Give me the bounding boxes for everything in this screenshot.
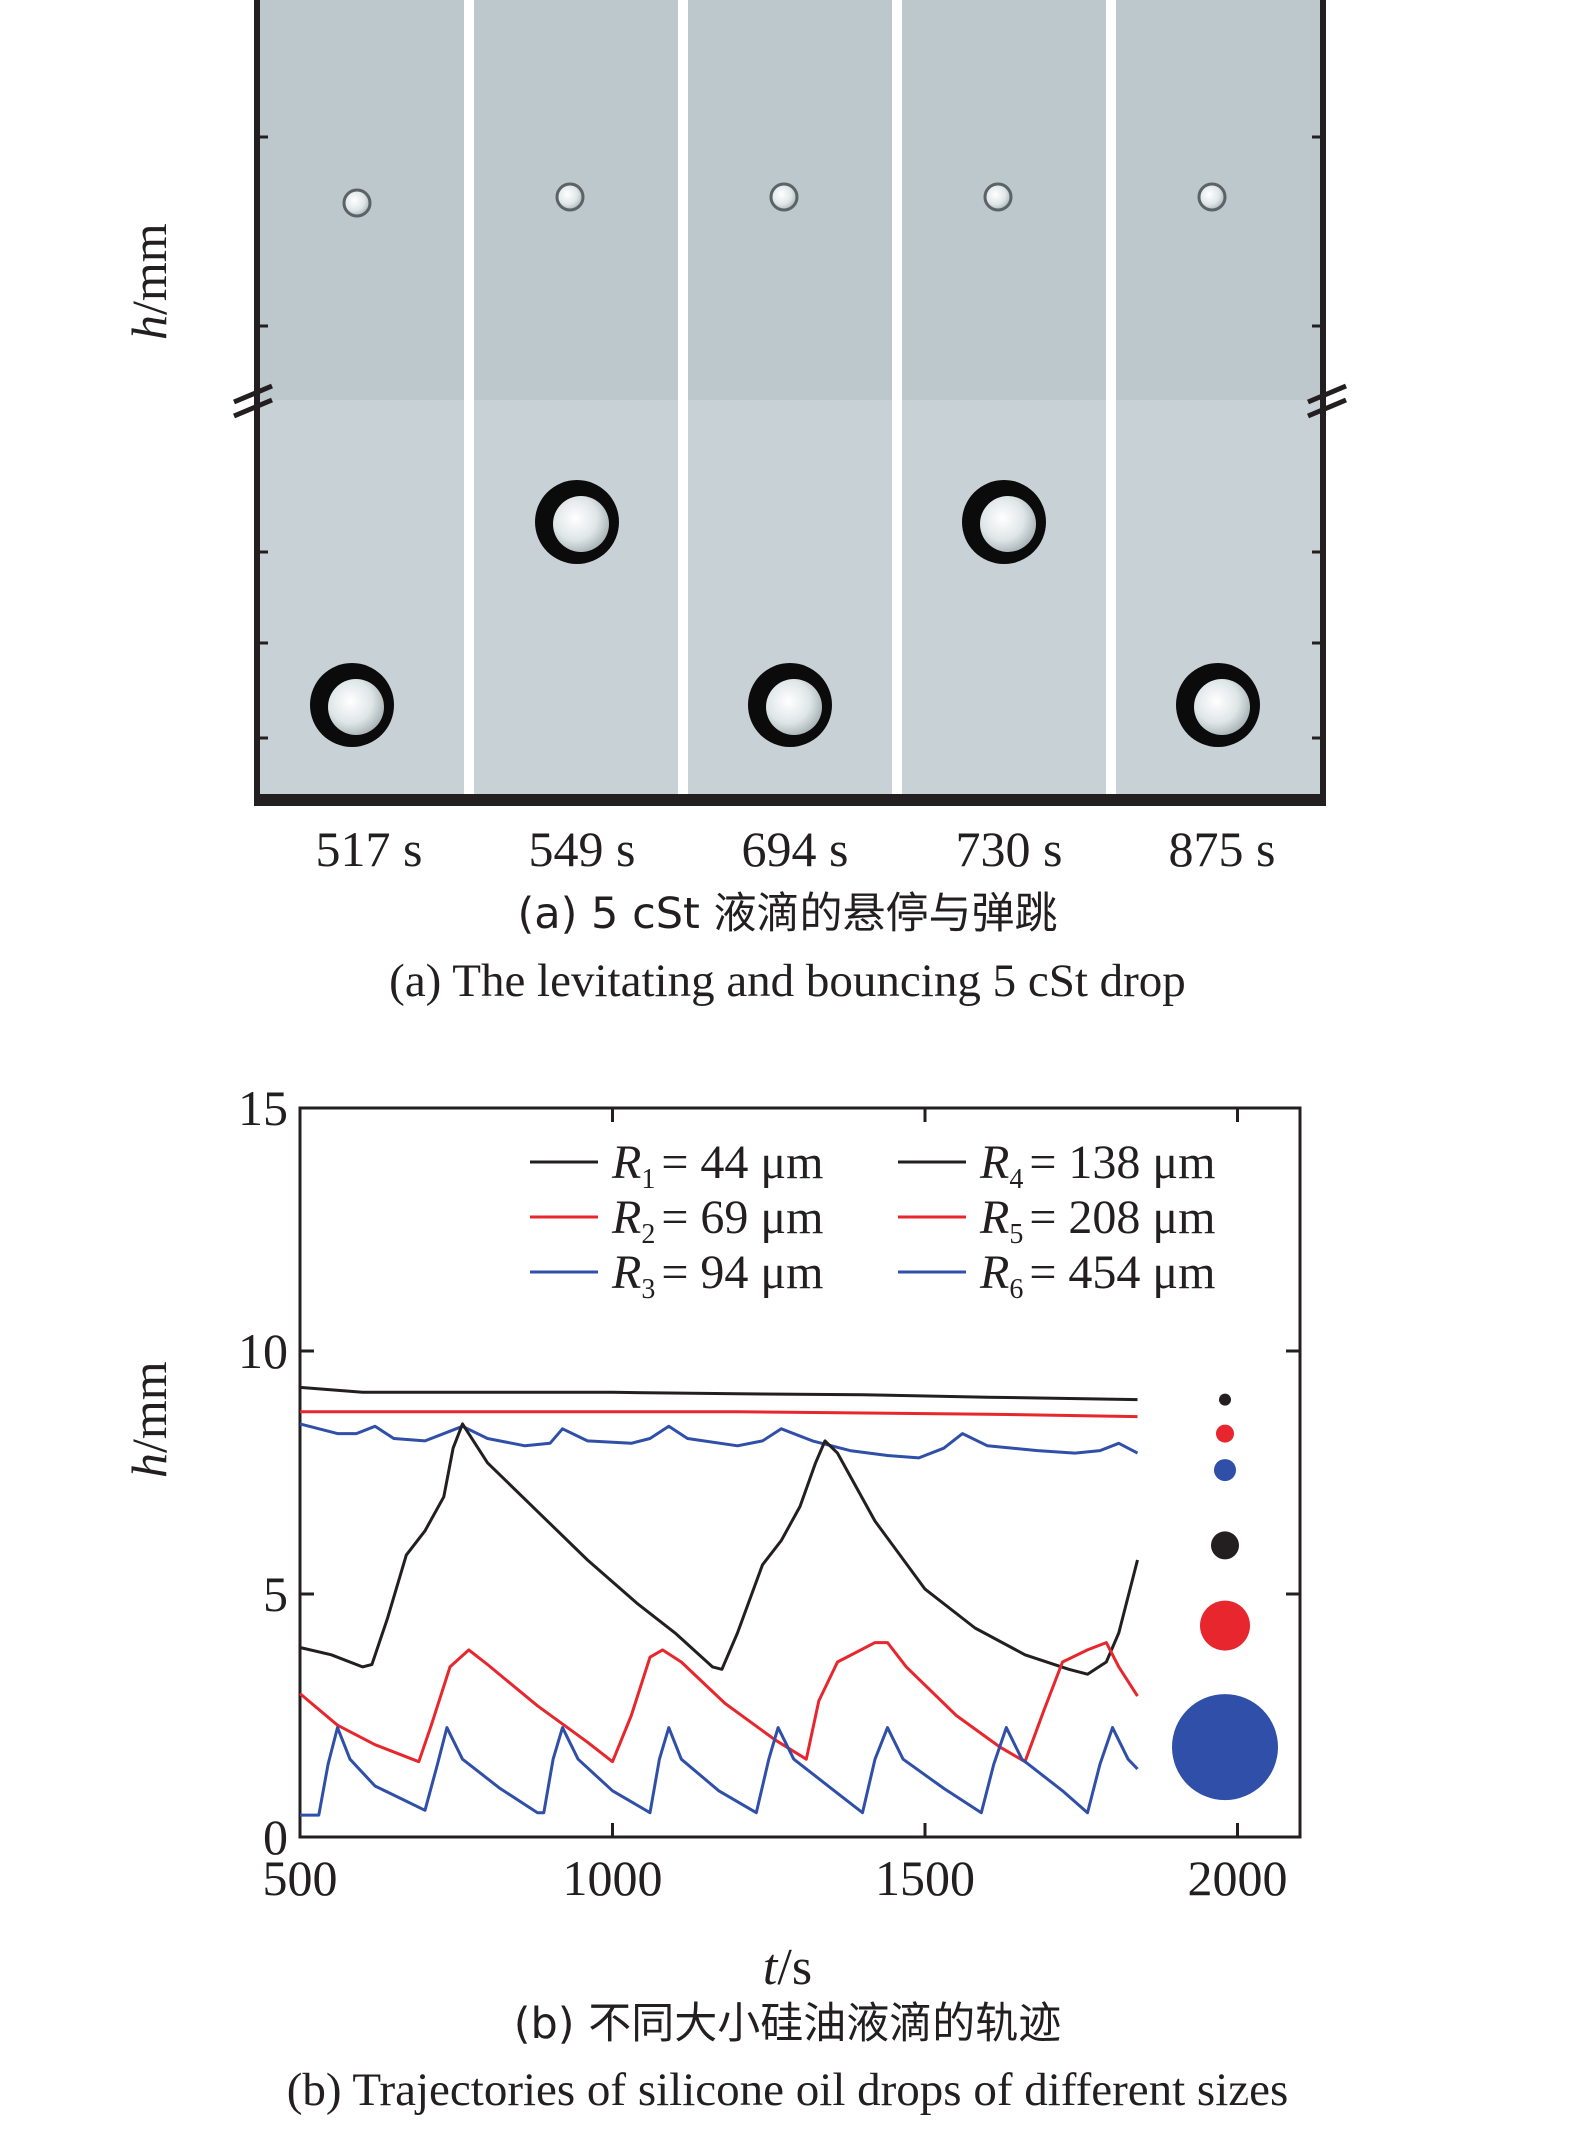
- panel-a-ylabel-unit: /mm: [121, 223, 177, 315]
- series-line: [299, 1422, 1139, 1676]
- frame-time-label: 549 s: [528, 821, 636, 877]
- small-drop: [769, 182, 799, 212]
- panel-b-ylabel-symbol: h: [121, 1453, 177, 1478]
- drop-size-marker: [1172, 1694, 1278, 1801]
- series-line: [299, 1641, 1139, 1764]
- drop-size-marker: [1216, 1424, 1234, 1443]
- series-line: [300, 1410, 1138, 1419]
- legend-label: R4 = 138 μm: [979, 1136, 1215, 1195]
- left-axis-ticks: [254, 135, 268, 740]
- frame-time-label: 694 s: [741, 821, 849, 877]
- photo-frames: [260, 0, 1320, 794]
- drop-size-marker: [1214, 1459, 1236, 1482]
- panel-b-caption-en: (b) Trajectories of silicone oil drops o…: [286, 2064, 1289, 2116]
- y-tick-label: 5: [263, 1566, 288, 1622]
- axis-break-right: [1307, 383, 1347, 419]
- small-drop: [555, 182, 585, 212]
- legend-label: R5 = 208 μm: [979, 1191, 1215, 1250]
- panel-b-ylabel-unit: /mm: [121, 1361, 177, 1453]
- panel-a-ylabel-symbol: h: [121, 315, 177, 340]
- panel-a-caption-cn: (a) 5 cSt 液滴的悬停与弹跳: [517, 889, 1058, 939]
- panel-a-caption-en: (a) The levitating and bouncing 5 cSt dr…: [389, 955, 1186, 1007]
- frame-separator: [892, 0, 902, 794]
- legend-label: R1 = 44 μm: [611, 1136, 823, 1195]
- plot-frame: [298, 1106, 1302, 1839]
- large-drop-highlight: [328, 679, 384, 735]
- panel-b-xlabel-unit: /s: [777, 1939, 813, 1996]
- legend-label: R3 = 94 μm: [611, 1246, 823, 1305]
- drop-size-marker: [1211, 1531, 1239, 1560]
- frame-separator: [1106, 0, 1116, 794]
- x-tick-label: 2000: [1188, 1850, 1288, 1906]
- y-tick-label: 0: [263, 1809, 288, 1865]
- series-line: [299, 1385, 1138, 1402]
- frame-separator: [678, 0, 688, 794]
- drop-size-marker: [1200, 1600, 1250, 1651]
- large-drop-highlight: [766, 679, 822, 735]
- small-drop: [1197, 182, 1227, 212]
- panel-b-xlabel-symbol: t: [762, 1939, 778, 1996]
- small-drop: [342, 188, 372, 218]
- small-drop: [983, 182, 1013, 212]
- large-drop-highlight: [1194, 679, 1250, 735]
- large-drop-highlight: [553, 496, 609, 552]
- right-axis-ticks: [1312, 135, 1326, 740]
- legend-label: R6 = 454 μm: [979, 1246, 1215, 1305]
- panel-b-y-axis-label: h/mm: [120, 1361, 178, 1478]
- frame-separator: [464, 0, 474, 794]
- panel-a-y-axis-label: h/mm: [120, 223, 178, 340]
- photo-frame-bottom: [474, 400, 678, 794]
- series-line: [299, 1422, 1139, 1460]
- legend-label: R2 = 69 μm: [611, 1191, 823, 1250]
- y-tick-label: 10: [238, 1323, 288, 1379]
- x-tick-label: 500: [263, 1850, 338, 1906]
- frame-time-label: 517 s: [315, 821, 423, 877]
- photo-frame-bottom: [902, 400, 1106, 794]
- large-drop-highlight: [980, 496, 1036, 552]
- series-line: [300, 1726, 1139, 1817]
- frame-time-label: 875 s: [1168, 821, 1276, 877]
- panel-b-x-axis-label: t/s: [0, 1938, 1575, 1997]
- panel-b-caption-cn: (b) 不同大小硅油液滴的轨迹: [513, 1999, 1062, 2049]
- drop-size-marker: [1219, 1393, 1231, 1406]
- x-tick-label: 1500: [875, 1850, 975, 1906]
- panel-a-photo-strip: [233, 0, 1347, 806]
- y-tick-label: 15: [238, 1080, 288, 1136]
- x-tick-label: 1000: [563, 1850, 663, 1906]
- axis-break-left: [233, 383, 273, 419]
- frame-time-label: 730 s: [955, 821, 1063, 877]
